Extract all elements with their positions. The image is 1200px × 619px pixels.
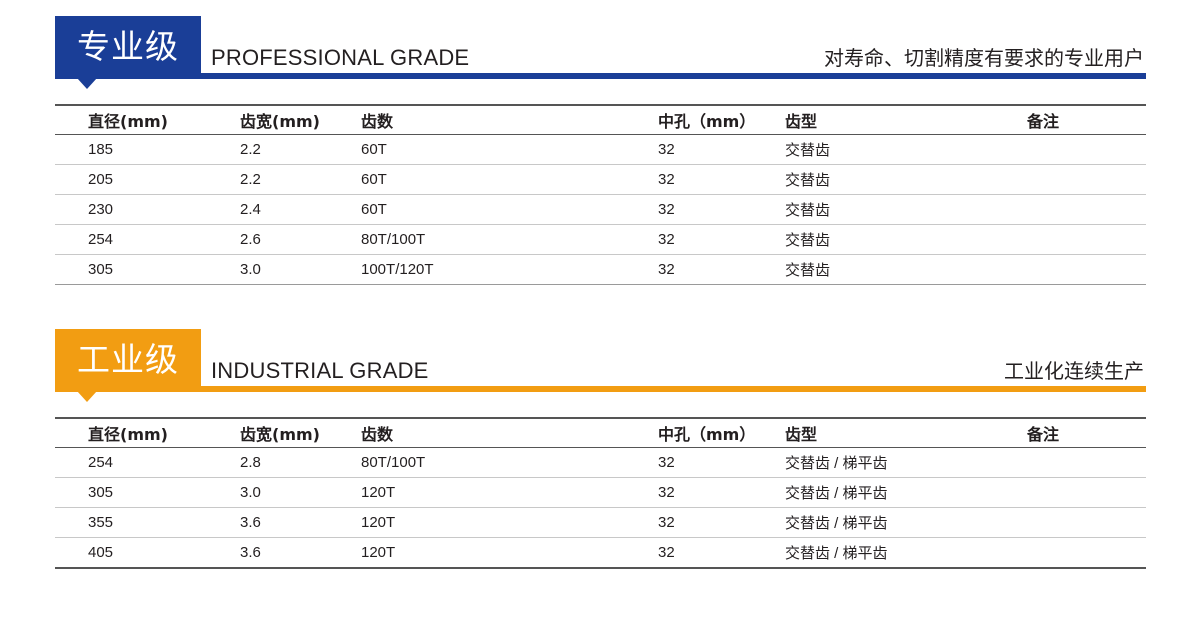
cell-tooth-width: 2.2: [240, 134, 361, 165]
cell-tooth-type: 交替齿 / 梯平齿: [785, 447, 1027, 478]
cell-diameter: 254: [55, 447, 240, 478]
cell-tooth-type: 交替齿 / 梯平齿: [785, 537, 1027, 569]
table-row: 355 3.6 120T 32 交替齿 / 梯平齿: [55, 507, 1146, 538]
cell-bore: 32: [658, 254, 785, 285]
table-row: 405 3.6 120T 32 交替齿 / 梯平齿: [55, 537, 1146, 569]
cell-tooth-width: 3.6: [240, 507, 361, 538]
cell-tooth-width: 3.0: [240, 254, 361, 285]
cell-tooth-type: 交替齿 / 梯平齿: [785, 477, 1027, 508]
cell-remarks: [1027, 447, 1146, 478]
cell-diameter: 355: [55, 507, 240, 538]
cell-bore: 32: [658, 447, 785, 478]
table-row: 205 2.2 60T 32 交替齿: [55, 164, 1146, 195]
header-tooth-width: 齿宽(mm): [240, 417, 361, 448]
header-bore: 中孔（mm）: [658, 104, 785, 135]
cell-tooth-type: 交替齿: [785, 224, 1027, 255]
cell-tooth-width: 2.6: [240, 224, 361, 255]
cell-tooth-width: 3.0: [240, 477, 361, 508]
cell-diameter: 185: [55, 134, 240, 165]
spec-table: 直径(mm) 齿宽(mm) 齿数 中孔（mm） 齿型 备注 185 2.2 60…: [55, 104, 1146, 285]
section-divider: [55, 73, 1146, 79]
cell-bore: 32: [658, 164, 785, 195]
cell-diameter: 254: [55, 224, 240, 255]
cell-bore: 32: [658, 477, 785, 508]
spec-table: 直径(mm) 齿宽(mm) 齿数 中孔（mm） 齿型 备注 254 2.8 80…: [55, 417, 1146, 569]
cell-diameter: 405: [55, 537, 240, 569]
cell-tooth-width: 2.4: [240, 194, 361, 225]
cell-diameter: 205: [55, 164, 240, 195]
cell-tooth-type: 交替齿: [785, 194, 1027, 225]
cell-diameter: 230: [55, 194, 240, 225]
header-diameter: 直径(mm): [55, 417, 240, 448]
cell-tooth-type: 交替齿: [785, 164, 1027, 195]
cell-remarks: [1027, 537, 1146, 569]
table-row: 254 2.8 80T/100T 32 交替齿 / 梯平齿: [55, 447, 1146, 478]
cell-tooth-width: 2.8: [240, 447, 361, 478]
section-english-title: INDUSTRIAL GRADE: [211, 358, 429, 383]
cell-remarks: [1027, 254, 1146, 285]
section-english-title: PROFESSIONAL GRADE: [211, 45, 470, 70]
cell-tooth-count: 60T: [361, 194, 658, 225]
cell-tooth-count: 60T: [361, 134, 658, 165]
section-audience: 对寿命、切割精度有要求的专业用户: [824, 46, 1144, 70]
header-tooth-count: 齿数: [361, 104, 658, 135]
table-header-row: 直径(mm) 齿宽(mm) 齿数 中孔（mm） 齿型 备注: [55, 417, 1146, 448]
table-header-row: 直径(mm) 齿宽(mm) 齿数 中孔（mm） 齿型 备注: [55, 104, 1146, 135]
cell-remarks: [1027, 134, 1146, 165]
cell-tooth-count: 80T/100T: [361, 224, 658, 255]
header-tooth-type: 齿型: [785, 417, 1027, 448]
cell-diameter: 305: [55, 254, 240, 285]
cell-remarks: [1027, 224, 1146, 255]
section-tab-label: 工业级: [55, 329, 201, 391]
cell-bore: 32: [658, 194, 785, 225]
cell-bore: 32: [658, 507, 785, 538]
section-divider: [55, 386, 1146, 392]
table-row: 305 3.0 100T/120T 32 交替齿: [55, 254, 1146, 285]
cell-diameter: 305: [55, 477, 240, 508]
cell-bore: 32: [658, 134, 785, 165]
section-tab-label: 专业级: [55, 16, 201, 78]
table-row: 305 3.0 120T 32 交替齿 / 梯平齿: [55, 477, 1146, 508]
tab-pointer-icon: [77, 391, 97, 402]
tab-pointer-icon: [77, 78, 97, 89]
table-row: 254 2.6 80T/100T 32 交替齿: [55, 224, 1146, 255]
header-tooth-width: 齿宽(mm): [240, 104, 361, 135]
cell-tooth-count: 120T: [361, 537, 658, 569]
header-remarks: 备注: [1027, 104, 1146, 135]
cell-tooth-type: 交替齿 / 梯平齿: [785, 507, 1027, 538]
cell-tooth-type: 交替齿: [785, 134, 1027, 165]
header-tooth-type: 齿型: [785, 104, 1027, 135]
cell-tooth-count: 120T: [361, 477, 658, 508]
cell-tooth-count: 100T/120T: [361, 254, 658, 285]
table-row: 185 2.2 60T 32 交替齿: [55, 134, 1146, 165]
cell-tooth-width: 2.2: [240, 164, 361, 195]
cell-tooth-count: 80T/100T: [361, 447, 658, 478]
cell-remarks: [1027, 507, 1146, 538]
cell-tooth-count: 60T: [361, 164, 658, 195]
header-tooth-count: 齿数: [361, 417, 658, 448]
header-diameter: 直径(mm): [55, 104, 240, 135]
cell-tooth-count: 120T: [361, 507, 658, 538]
header-bore: 中孔（mm）: [658, 417, 785, 448]
cell-bore: 32: [658, 224, 785, 255]
cell-bore: 32: [658, 537, 785, 569]
cell-tooth-width: 3.6: [240, 537, 361, 569]
cell-remarks: [1027, 194, 1146, 225]
header-remarks: 备注: [1027, 417, 1146, 448]
cell-remarks: [1027, 164, 1146, 195]
cell-tooth-type: 交替齿: [785, 254, 1027, 285]
cell-remarks: [1027, 477, 1146, 508]
section-audience: 工业化连续生产: [1004, 359, 1144, 383]
table-row: 230 2.4 60T 32 交替齿: [55, 194, 1146, 225]
